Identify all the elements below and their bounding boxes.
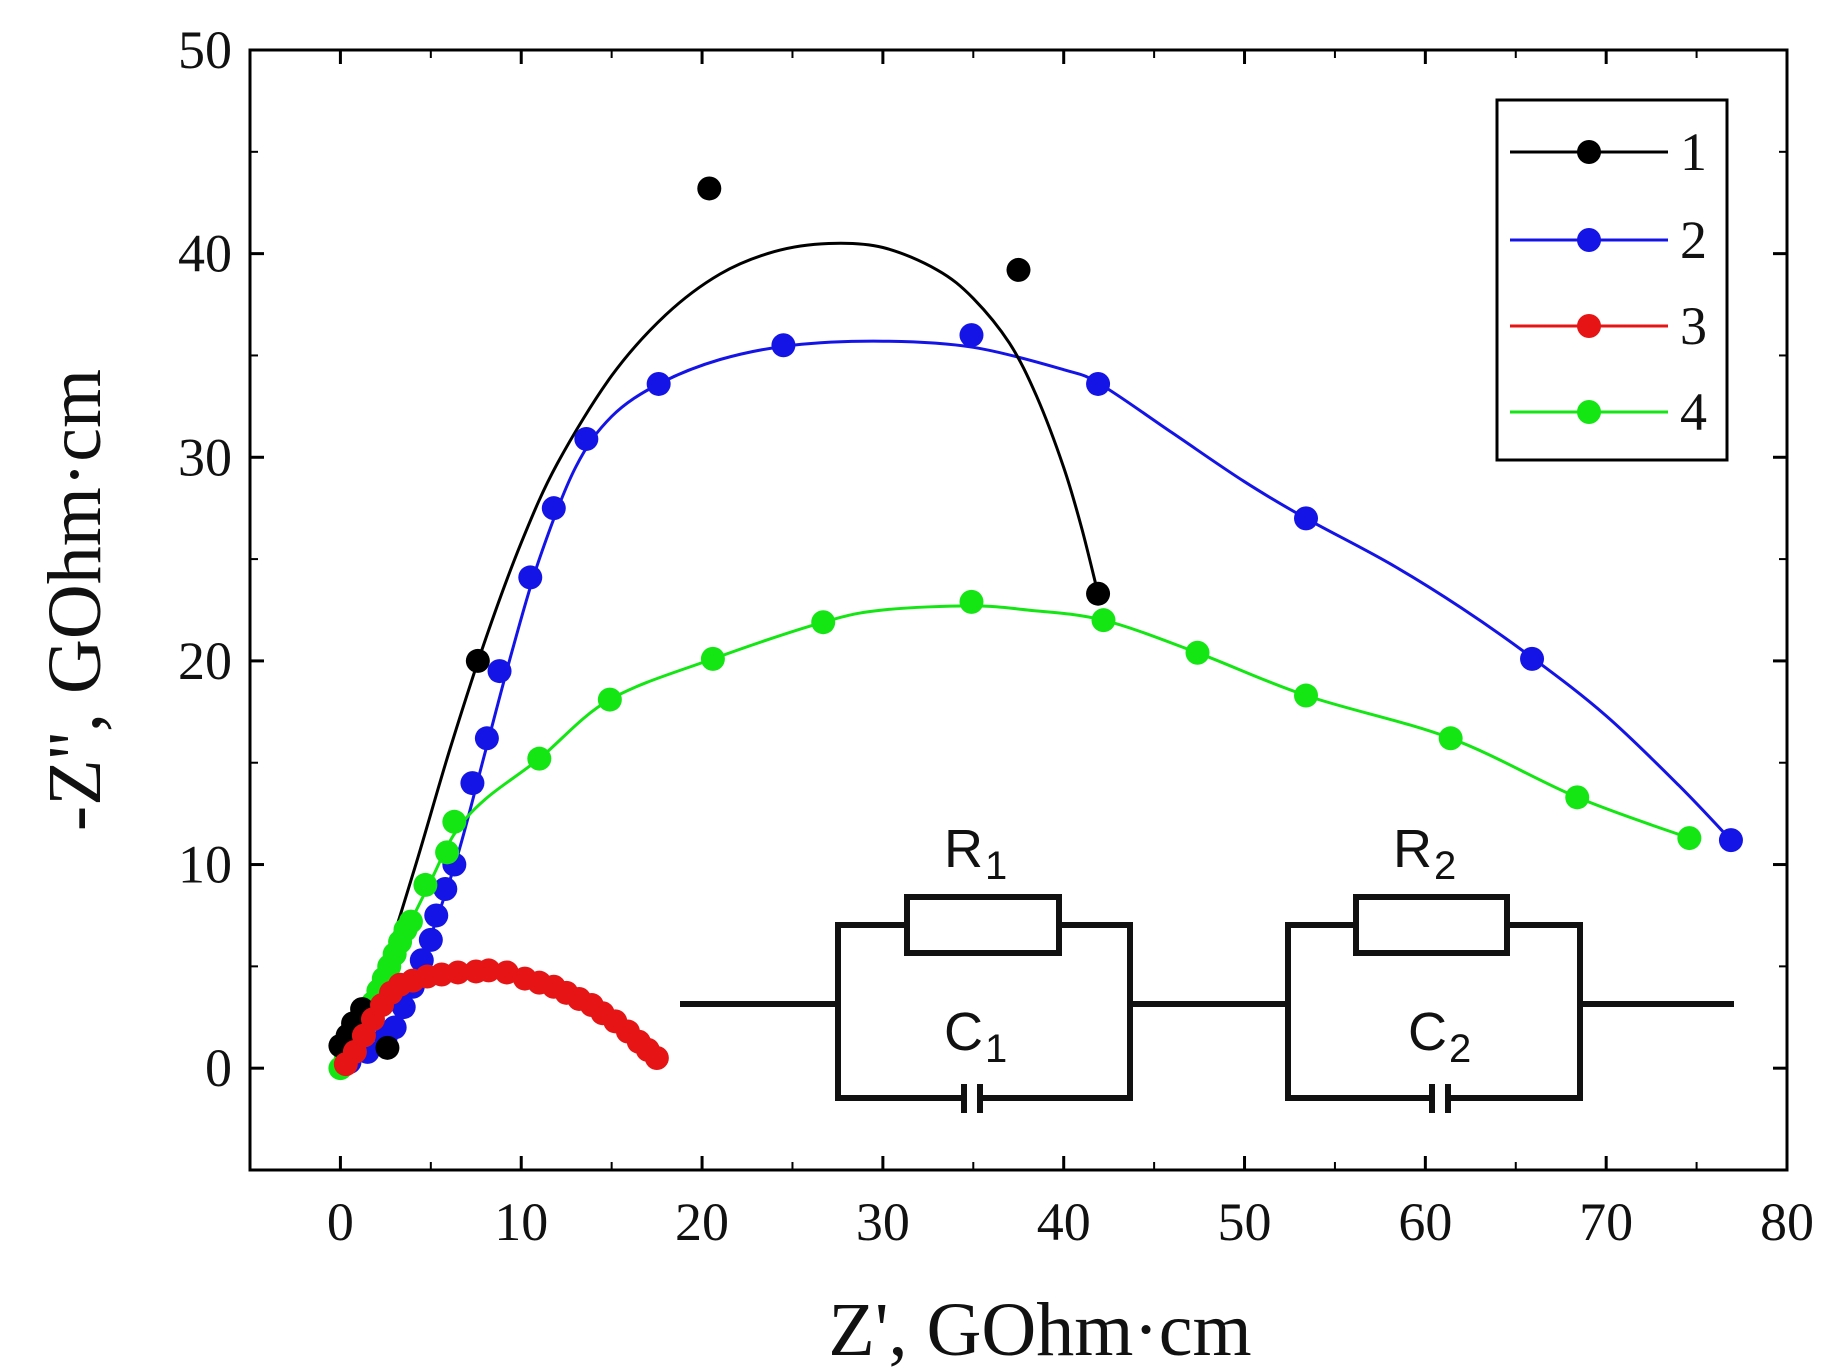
y-tick-label: 50	[178, 20, 232, 80]
series-4-point	[1438, 726, 1463, 751]
series-1-point	[375, 1035, 400, 1060]
circuit-block-1-top	[835, 922, 907, 1004]
x-tick-label: 70	[1579, 1192, 1633, 1252]
series-4-point	[442, 809, 467, 834]
series-2-point	[1086, 371, 1111, 396]
plot-frame	[248, 48, 1789, 1172]
series-3-point	[644, 1046, 669, 1070]
series-4-line	[339, 604, 1690, 1069]
legend-box	[1495, 98, 1729, 462]
legend-label-4: 4	[1680, 382, 1707, 442]
series-4-point	[1091, 608, 1116, 633]
data-markers	[328, 176, 1743, 1081]
series-2-point	[518, 565, 543, 590]
legend-label-3: 3	[1680, 296, 1707, 356]
x-axis-title: Z', GOhm·cm	[828, 1288, 1251, 1372]
label-r2: R2	[1393, 819, 1456, 888]
axis-ticks: 0 10 20 30 40 50 60 70 80 0 10 20 30 40 50	[178, 20, 1814, 1252]
y-tick-label: 30	[178, 427, 232, 487]
series-4-point	[435, 840, 460, 865]
x-tick-label: 0	[327, 1192, 354, 1252]
series-4-point	[413, 872, 438, 897]
series-2-point	[418, 927, 443, 952]
series-4-point	[959, 589, 984, 614]
x-tick-label: 50	[1218, 1192, 1272, 1252]
series-2-point	[646, 371, 671, 396]
legend-marker-3	[1577, 314, 1601, 338]
series-4-point	[597, 687, 622, 712]
circuit-inset	[680, 894, 1734, 1113]
series-1-point	[465, 648, 490, 673]
x-tick-label: 10	[494, 1192, 548, 1252]
circuit-block-2-bottom	[1285, 1004, 1432, 1101]
label-c1: C1	[944, 1002, 1007, 1071]
circuit-block-2-bottom-right	[1448, 1004, 1583, 1101]
circuit-labels: R1 C1 R2 C2	[944, 819, 1471, 1071]
legend-marker-2	[1577, 228, 1601, 252]
y-tick-label: 0	[205, 1038, 232, 1098]
series-4-point	[527, 746, 552, 771]
circuit-block-1-bottom	[835, 1004, 964, 1101]
x-tick-label: 40	[1037, 1192, 1091, 1252]
x-tick-label: 60	[1398, 1192, 1452, 1252]
x-tick-label: 20	[675, 1192, 729, 1252]
circuit-block-1-top-right	[1059, 922, 1133, 1004]
series-3-point	[476, 958, 501, 983]
circuit-block-1-bottom-right	[980, 1004, 1133, 1101]
y-axis-title: -Z'', GOhm·cm	[33, 369, 117, 831]
series-2-point	[1294, 506, 1319, 531]
series-1-point	[697, 176, 722, 201]
circuit-block-2-top	[1285, 922, 1356, 1004]
label-r1: R1	[944, 819, 1007, 888]
series-4-point	[700, 646, 725, 671]
legend-label-2: 2	[1680, 210, 1707, 270]
label-c2: C2	[1408, 1002, 1471, 1071]
legend: 1 2 3 4	[1495, 98, 1729, 462]
legend-marker-1	[1577, 140, 1601, 164]
resistor-r2	[1353, 894, 1510, 956]
series-1-point	[1006, 257, 1031, 282]
series-2-point	[1718, 828, 1743, 853]
series-2-point	[487, 659, 512, 684]
series-2-point	[382, 1015, 407, 1040]
series-4-point	[1294, 683, 1319, 708]
x-tick-label: 30	[856, 1192, 910, 1252]
series-2-point	[460, 771, 485, 796]
series-2-point	[541, 496, 566, 521]
series-3-point	[445, 960, 470, 985]
series-4-point	[1185, 640, 1210, 665]
series-4-point	[398, 909, 423, 934]
series-2-point	[1520, 646, 1545, 671]
series-1-line	[339, 241, 1100, 1069]
series-2-point	[771, 333, 796, 358]
series-3-point	[494, 960, 519, 985]
y-tick-label: 20	[178, 631, 232, 691]
y-tick-label: 40	[178, 224, 232, 284]
y-tick-label: 10	[178, 835, 232, 895]
x-tick-label: 80	[1760, 1192, 1814, 1252]
series-4-point	[1565, 785, 1590, 810]
series-1-point	[1086, 581, 1111, 606]
series-2-point	[574, 426, 599, 451]
resistor-r1	[904, 894, 1062, 956]
series-2-point	[424, 903, 449, 928]
series-2-point	[959, 323, 984, 348]
series-2-point	[474, 726, 499, 751]
legend-label-1: 1	[1680, 122, 1707, 182]
circuit-block-2-top-right	[1507, 922, 1583, 1004]
plot-area	[248, 48, 1789, 1172]
series-2-point	[433, 876, 458, 901]
series-4-point	[811, 610, 836, 635]
legend-marker-4	[1577, 400, 1601, 424]
series-4-point	[1677, 826, 1702, 851]
